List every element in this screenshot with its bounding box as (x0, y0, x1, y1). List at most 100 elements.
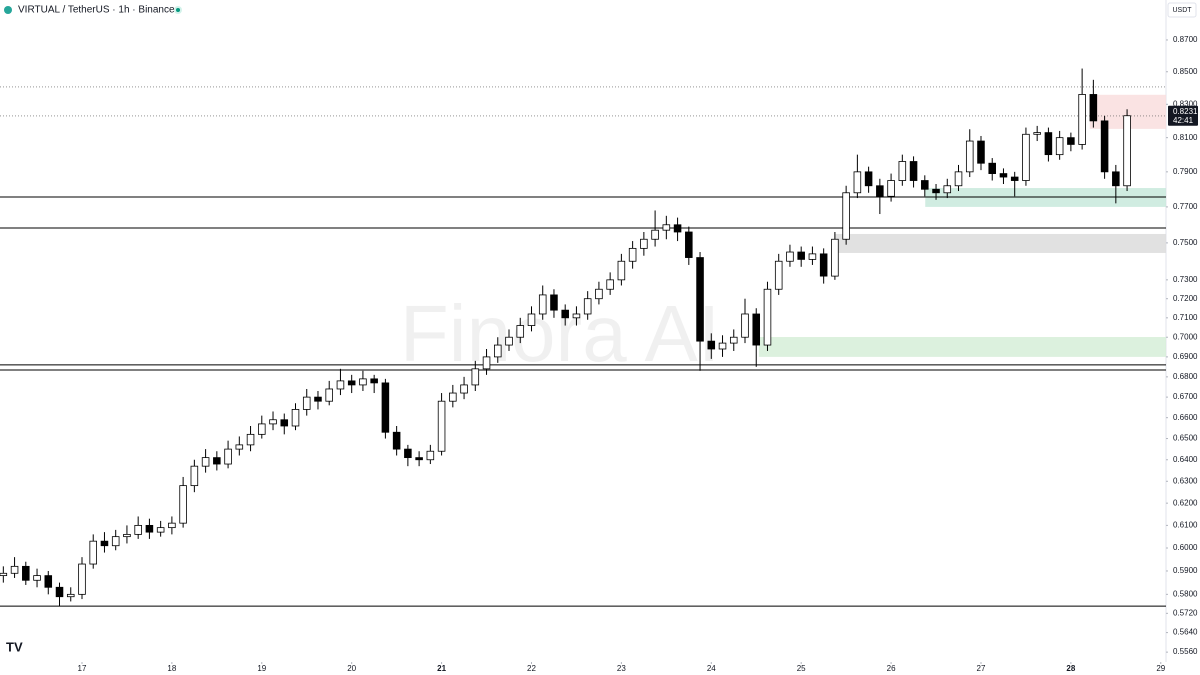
candle (550, 289, 558, 318)
candle (887, 173, 895, 202)
candle-body (1067, 137, 1075, 145)
x-tick-label: 19 (257, 664, 266, 673)
candle-body (302, 396, 311, 410)
candle (471, 360, 480, 392)
candle (33, 568, 41, 588)
candle-body (201, 457, 210, 467)
candle (325, 380, 333, 406)
y-tick-label: 0.8100 (1173, 133, 1198, 142)
candle (426, 444, 435, 465)
candle (89, 534, 97, 569)
y-tick-label: 0.7300 (1173, 275, 1198, 284)
y-tick-label: 0.6800 (1173, 372, 1198, 381)
candle-body (954, 171, 963, 187)
candle (729, 329, 738, 351)
last-price-box (1168, 105, 1198, 126)
candle (606, 272, 614, 295)
y-tick-label: 0.6500 (1173, 434, 1198, 443)
candle (628, 241, 637, 269)
candle (965, 129, 974, 178)
candle-body (1033, 132, 1041, 135)
candle (1022, 127, 1030, 186)
candle (1067, 132, 1075, 152)
candle (819, 248, 828, 284)
candle-body (1089, 94, 1098, 122)
candle-body (729, 336, 738, 344)
chart-title: VIRTUAL / TetherUS · 1h · Binance (18, 5, 175, 16)
candle-body (246, 433, 255, 446)
candle (213, 451, 221, 471)
candle-body (134, 524, 142, 535)
symbol-icon (4, 6, 12, 14)
candle-body (123, 533, 131, 538)
candle-body (977, 140, 985, 164)
candle-body (1123, 115, 1131, 187)
candle-body (505, 336, 513, 346)
candle-body (943, 185, 952, 194)
candle (1033, 125, 1041, 142)
candle-body (179, 485, 187, 524)
candle-body (1078, 94, 1086, 145)
candle-body (786, 251, 794, 262)
candle (774, 253, 783, 295)
candle-body (111, 536, 120, 547)
candle (831, 231, 839, 280)
candle (482, 348, 491, 375)
y-tick-label: 0.8700 (1173, 35, 1198, 44)
candle-body (741, 313, 749, 338)
y-tick-label: 0.5800 (1173, 589, 1198, 598)
candle (168, 516, 176, 535)
candle (0, 566, 8, 583)
y-tick-label: 0.5720 (1173, 608, 1198, 617)
y-tick-label: 0.6900 (1173, 352, 1198, 361)
candle (258, 415, 266, 439)
candle-body (797, 251, 805, 260)
candle (696, 252, 704, 371)
watermark: Finora AI (400, 289, 720, 378)
candle-body (864, 171, 873, 187)
candle-body (921, 180, 929, 190)
candle-body (808, 253, 817, 260)
candle (662, 215, 671, 240)
candle-body (471, 368, 480, 386)
x-tick-label: 17 (78, 664, 87, 673)
candle (55, 582, 64, 607)
candle (673, 217, 682, 242)
candle (617, 253, 626, 286)
y-tick-label: 0.7100 (1173, 313, 1198, 322)
candle-body (415, 457, 423, 461)
candle (898, 154, 907, 186)
candle (145, 518, 154, 539)
candle-body (10, 565, 19, 574)
candle (494, 337, 502, 363)
candle (808, 246, 817, 265)
candle (224, 440, 232, 469)
candle (460, 376, 468, 400)
candle (988, 158, 996, 181)
candle-body (628, 247, 637, 262)
candle-body (707, 340, 716, 350)
y-tick-label: 0.7900 (1173, 167, 1198, 176)
candle-body (168, 522, 176, 529)
candle (853, 154, 862, 199)
candle (864, 166, 873, 193)
candle-body (550, 294, 558, 311)
candle-body (685, 231, 693, 258)
candle-body (965, 140, 974, 173)
currency-box[interactable] (1167, 2, 1197, 18)
candle-body (258, 423, 266, 435)
y-tick-label: 0.6200 (1173, 498, 1198, 507)
candle-body (55, 586, 64, 598)
candle-body (595, 288, 603, 300)
candle (302, 388, 311, 416)
candle (415, 451, 423, 467)
candle-body (887, 180, 895, 197)
candle-body (988, 162, 996, 174)
currency: USDT (1172, 7, 1192, 14)
candle-body (763, 288, 772, 346)
candle-body (640, 238, 648, 249)
candle (786, 244, 794, 267)
candle-body (66, 593, 75, 598)
candle (269, 411, 277, 431)
candle (977, 135, 985, 171)
